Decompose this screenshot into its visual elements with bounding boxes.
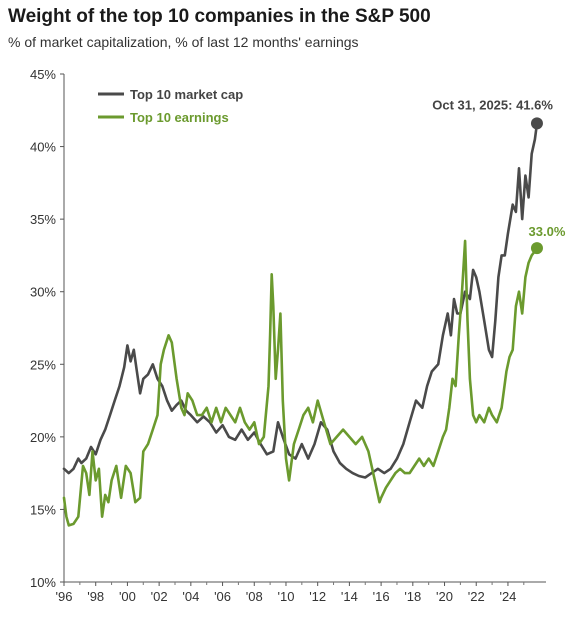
series-end-point (530, 117, 543, 130)
x-tick-label: '06 (214, 589, 231, 604)
annotations: Oct 31, 2025: 41.6% 33.0% (432, 97, 566, 239)
x-tick-label: '98 (87, 589, 104, 604)
y-tick-label: 30% (30, 285, 56, 300)
series-layer (62, 117, 543, 527)
series-line-earnings (62, 239, 539, 527)
annotation-market-cap: Oct 31, 2025: 41.6% (432, 97, 553, 112)
x-tick-label: '96 (56, 589, 73, 604)
legend-label: Top 10 market cap (130, 87, 243, 102)
chart-subtitle: % of market capitalization, % of last 12… (8, 34, 359, 50)
x-tick-label: '14 (341, 589, 358, 604)
x-tick-label: '08 (246, 589, 263, 604)
y-tick-label: 45% (30, 67, 56, 82)
x-tick-label: '00 (119, 589, 136, 604)
x-tick-label: '10 (277, 589, 294, 604)
legend-label: Top 10 earnings (130, 110, 229, 125)
x-tick-label: '12 (309, 589, 326, 604)
x-tick-label: '20 (436, 589, 453, 604)
x-tick-label: '16 (373, 589, 390, 604)
y-tick-label: 35% (30, 212, 56, 227)
series-end-point (530, 242, 543, 255)
x-tick-label: '22 (468, 589, 485, 604)
x-tick-label: '18 (404, 589, 421, 604)
chart-title: Weight of the top 10 companies in the S&… (8, 6, 431, 27)
y-tick-label: 10% (30, 575, 56, 590)
x-tick-label: '02 (151, 589, 168, 604)
annotation-earnings: 33.0% (529, 224, 566, 239)
y-tick-label: 20% (30, 430, 56, 445)
series-line-market-cap (62, 122, 539, 479)
y-tick-label: 25% (30, 357, 56, 372)
y-tick-label: 40% (30, 140, 56, 155)
axes: 10% 15% 20% 25% 30% 35% 40% 45% '96 '98 '00 '02 '04 '… (30, 67, 546, 604)
y-tick-label: 15% (30, 502, 56, 517)
x-tick-label: '04 (182, 589, 199, 604)
x-tick-label: '24 (499, 589, 516, 604)
legend: Top 10 market cap Top 10 earnings (98, 87, 243, 125)
